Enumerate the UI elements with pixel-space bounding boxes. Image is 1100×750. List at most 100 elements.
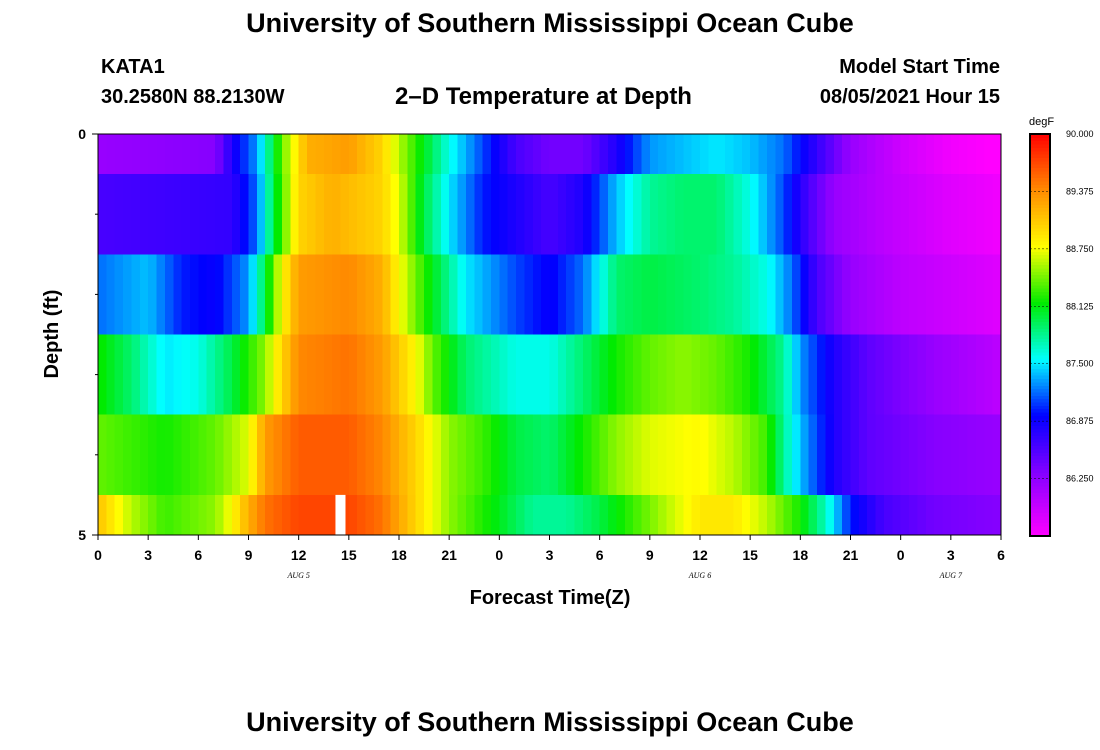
heatmap-cell <box>123 134 133 175</box>
heatmap-cell <box>783 334 793 416</box>
heatmap-cell <box>307 334 316 416</box>
heatmap-cell <box>909 134 918 175</box>
colorbar-segment <box>1030 211 1050 215</box>
heatmap-cell <box>139 494 149 536</box>
heatmap-cell <box>791 334 801 416</box>
heatmap-cell <box>357 334 367 416</box>
colorbar-segment <box>1030 525 1050 530</box>
heatmap-cell <box>909 254 918 335</box>
heatmap-cell <box>123 174 133 255</box>
heatmap-cell <box>574 174 584 255</box>
colorbar-segment <box>1030 254 1050 259</box>
heatmap-cell <box>800 334 810 416</box>
x-tick-label: 12 <box>692 547 708 563</box>
heatmap-cell <box>892 254 902 335</box>
heatmap-cell <box>909 494 918 536</box>
heatmap-cell <box>842 494 852 536</box>
heatmap-cell <box>691 254 701 335</box>
colorbar-segment <box>1030 324 1050 329</box>
heatmap-cell <box>323 334 333 416</box>
colorbar-segment <box>1030 271 1050 276</box>
heatmap-cell <box>156 494 166 536</box>
heatmap-cell <box>842 334 852 416</box>
heatmap-cell <box>741 414 751 496</box>
heatmap-cell <box>649 494 659 536</box>
heatmap-cell <box>373 174 383 255</box>
heatmap-cell <box>624 414 634 496</box>
heatmap-cell <box>959 174 969 255</box>
heatmap-cell <box>98 254 107 335</box>
heatmap-cell <box>900 414 910 496</box>
heatmap-cell <box>967 414 977 496</box>
heatmap-cell <box>298 254 308 335</box>
heatmap-cell <box>909 334 918 416</box>
heatmap-cell <box>156 174 166 255</box>
heatmap-cell <box>557 134 567 175</box>
heatmap-cell <box>357 254 367 335</box>
heatmap-cell <box>842 174 852 255</box>
heatmap-cell <box>683 494 693 536</box>
heatmap-cell <box>524 334 534 416</box>
y-axis-title: Depth (ft) <box>41 290 63 379</box>
colorbar-segment <box>1030 438 1050 443</box>
heatmap-cell <box>549 494 559 536</box>
heatmap-cell <box>616 414 626 496</box>
heatmap-cell <box>791 414 801 496</box>
heatmap-cell <box>992 254 1002 335</box>
heatmap-cell <box>340 174 350 255</box>
heatmap-cell <box>123 414 133 496</box>
colorbar-segment <box>1030 522 1050 527</box>
colorbar-segment <box>1030 294 1050 299</box>
heatmap-cell <box>599 334 609 416</box>
heatmap-cell <box>984 334 994 416</box>
heatmap-cell <box>382 134 392 175</box>
heatmap-cell <box>858 254 868 335</box>
current-time-marker <box>335 494 346 535</box>
heatmap-cell <box>357 494 367 536</box>
heatmap-cell <box>566 254 576 335</box>
heatmap-cell <box>641 254 651 335</box>
heatmap-cell <box>691 494 701 536</box>
heatmap-cell <box>415 254 425 335</box>
heatmap-cell <box>474 414 484 496</box>
heatmap-cell <box>967 174 977 255</box>
heatmap-cell <box>532 254 542 335</box>
colorbar-segment <box>1030 150 1050 155</box>
heatmap-cell <box>114 174 124 255</box>
colorbar-segment <box>1030 167 1050 172</box>
y-axis: 05 <box>78 126 98 543</box>
heatmap-cell <box>189 254 199 335</box>
heatmap-cell <box>967 134 977 175</box>
heatmap-cell <box>524 414 534 496</box>
heatmap-cell <box>557 414 567 496</box>
heatmap-cell <box>599 174 609 255</box>
x-tick-label: 9 <box>245 547 253 563</box>
colorbar-segment <box>1030 190 1050 195</box>
heatmap-cell <box>189 174 199 255</box>
heatmap-cell <box>666 414 676 496</box>
colorbar-segment <box>1030 402 1050 406</box>
heatmap-cell <box>624 494 634 536</box>
heatmap-cell <box>566 134 576 175</box>
heatmap-cell <box>265 334 275 416</box>
heatmap-cell <box>499 494 509 536</box>
heatmap-cell <box>407 334 417 416</box>
heatmap-cell <box>666 334 676 416</box>
heatmap-cell <box>850 134 860 175</box>
colorbar-segment <box>1030 197 1050 202</box>
heatmap-cell <box>934 134 944 175</box>
y-tick-label: 5 <box>78 527 86 543</box>
heatmap-cell <box>942 494 952 536</box>
heatmap-cell <box>808 414 818 496</box>
heatmap-cell <box>766 414 776 496</box>
heatmap-cell <box>850 494 860 536</box>
heatmap-cell <box>432 414 442 496</box>
heatmap-cell <box>449 494 459 536</box>
x-tick-label: 6 <box>997 547 1005 563</box>
heatmap-cell <box>608 334 617 416</box>
heatmap-cell <box>900 254 910 335</box>
colorbar-segment <box>1030 301 1050 306</box>
heatmap-cell <box>549 174 559 255</box>
heatmap-cell <box>440 254 450 335</box>
heatmap-cell <box>825 174 835 255</box>
